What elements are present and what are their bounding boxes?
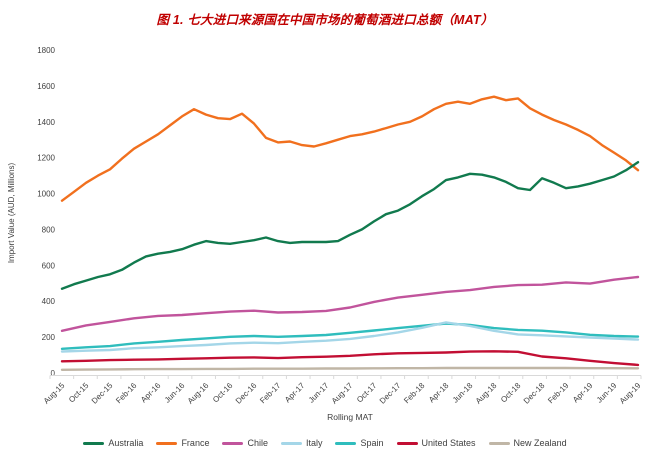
x-tick-label: Jun-17 [307, 381, 331, 405]
x-tick-label: Oct-16 [211, 381, 235, 405]
x-tick-label: Feb-17 [258, 381, 283, 406]
x-tick-label: Jun-19 [595, 381, 619, 405]
series-line-france [60, 95, 640, 202]
legend-label-new-zealand: New Zealand [513, 438, 567, 448]
legend-label-italy: Italy [305, 438, 323, 448]
y-tick-label: 1000 [37, 190, 55, 199]
y-tick-label: 1400 [37, 118, 55, 127]
legend-item-spain: Spain [335, 438, 384, 448]
x-tick-label: Aug-17 [330, 381, 355, 406]
legend-item-italy: Italy [280, 438, 323, 448]
x-tick-label: Feb-18 [402, 381, 427, 406]
x-tick-label: Jun-16 [163, 381, 187, 405]
legend-item-united-states: United States [396, 438, 476, 448]
x-tick-label: Oct-15 [67, 381, 91, 405]
y-tick-label: 600 [42, 261, 56, 270]
legend-swatch-france [156, 441, 178, 445]
y-tick-label: 0 [51, 369, 56, 378]
legend-label-france: France [181, 438, 210, 448]
y-tick-label: 1800 [37, 46, 55, 55]
x-tick-label: Aug-18 [474, 381, 499, 406]
x-axis-title: Rolling MAT [327, 412, 373, 422]
legend-swatch-spain [335, 441, 357, 445]
series-line-united-states [60, 350, 640, 367]
x-tick-label: Apr-19 [571, 381, 595, 405]
legend-label-spain: Spain [360, 438, 384, 448]
x-tick-label: Dec-18 [522, 381, 547, 406]
x-tick-label: Dec-15 [90, 381, 115, 406]
legend-swatch-chile [222, 441, 244, 445]
x-tick-label: Dec-16 [234, 381, 259, 406]
x-tick-label: Apr-18 [427, 381, 451, 405]
y-tick-label: 1200 [37, 154, 55, 163]
series-line-chile [60, 275, 640, 332]
legend-item-france: France [156, 438, 209, 448]
series-line-new-zealand [60, 366, 640, 371]
x-tick-label: Oct-17 [355, 381, 379, 405]
series-line-italy [60, 321, 640, 353]
x-tick-label: Apr-16 [139, 381, 163, 405]
x-tick-label: Feb-19 [546, 381, 571, 406]
legend-label-australia: Australia [108, 438, 144, 448]
legend-item-new-zealand: New Zealand [488, 438, 567, 448]
x-tick-label: Apr-17 [283, 381, 307, 405]
legend-swatch-new-zealand [488, 441, 510, 445]
legend-label-chile: Chile [247, 438, 268, 448]
y-tick-label: 1600 [37, 82, 55, 91]
legend-swatch-italy [280, 441, 302, 445]
x-tick-label: Oct-18 [499, 381, 523, 405]
legend-swatch-united-states [396, 441, 418, 445]
x-tick-label: Aug-16 [186, 381, 211, 406]
x-tick-label: Dec-17 [378, 381, 403, 406]
x-tick-label: Aug-15 [42, 381, 67, 406]
y-tick-label: 400 [42, 297, 56, 306]
y-tick-label: 800 [42, 225, 56, 234]
y-tick-label: 200 [42, 333, 56, 342]
legend-item-chile: Chile [222, 438, 268, 448]
legend-label-united-states: United States [421, 438, 476, 448]
x-tick-label: Feb-16 [114, 381, 139, 406]
legend-swatch-australia [83, 441, 105, 445]
chart-legend: Australia France Chile Italy Spain United Sta… [0, 433, 650, 453]
x-tick-label: Aug-19 [618, 381, 643, 406]
legend-item-australia: Australia [83, 438, 143, 448]
series-line-australia [60, 160, 640, 290]
series-line-spain [60, 322, 640, 350]
x-tick-label: Jun-18 [451, 381, 475, 405]
chart-title: 图 1. 七大进口来源国在中国市场的葡萄酒进口总额（MAT） [156, 13, 494, 27]
